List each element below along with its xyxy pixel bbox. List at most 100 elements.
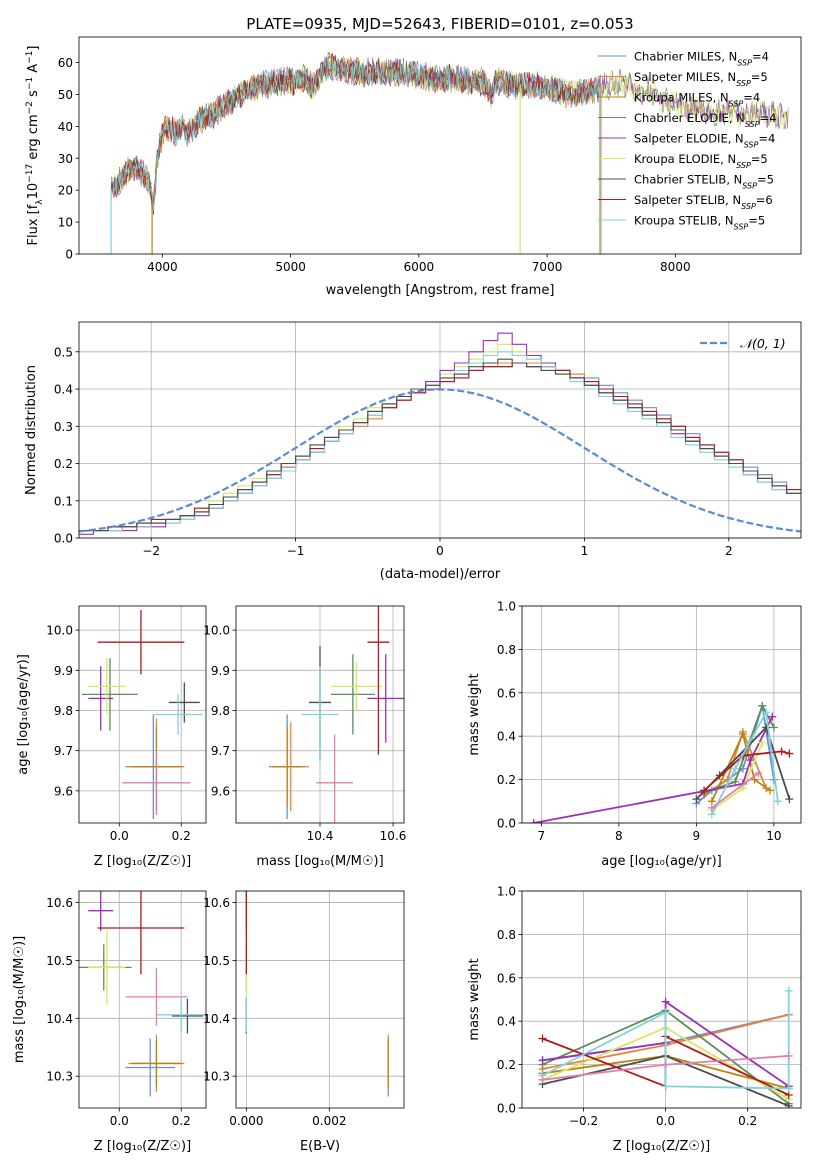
massweight-vs-age-marker [731,777,740,786]
spectrum-ylabel-part: λ [35,199,45,205]
spectrum-ytick-label: 60 [58,56,73,70]
massweight-vs-age-marker [785,795,794,804]
spectrum-line-kroupa-stelib [110,57,601,212]
mass-vs-ebv-ytick-label: 10.5 [203,954,230,968]
mass-vs-z-frame [78,890,207,1109]
legend-text: Salpeter MILES, N [634,70,736,84]
massweight-vs-z-marker [784,1101,793,1108]
mass-vs-ebv-xlabel: E(B-V) [300,1139,340,1154]
spectrum-ytick-label: 0 [65,248,73,262]
spectrum-ylabel-part: −2 [25,101,35,114]
spectrum-ytick-label: 50 [58,88,73,102]
massweight-vs-z-marker [538,1034,547,1043]
legend-text: Salpeter STELIB, N [634,193,741,207]
spectrum-xtick-label: 6000 [404,260,435,274]
massweight-vs-age-marker [766,786,774,795]
residual-distribution-ylabel: Normed distribution [24,365,39,495]
mass-vs-z-xtick-label: 0.2 [172,1114,191,1128]
legend-text: Kroupa ELODIE, N [634,152,736,166]
massweight-vs-z-ytick-label: 0.6 [497,971,516,985]
spectrum-ytick-label: 20 [58,184,73,198]
age-vs-z-ylabel: age [log₁₀(age/yr)] [16,654,31,775]
legend-text: Chabrier MILES, N [634,50,737,64]
age-vs-mass-ytick-label: 9.6 [211,784,230,798]
legend-suffix: =5 [751,70,768,84]
age-vs-mass-panel: 10.4 10.6 9.6 9.7 9.8 9.9 10.0 mass [log₁₀(M/M☉… [203,605,407,869]
massweight-vs-z-marker [784,986,793,995]
massweight-vs-age-xlabel: age [log₁₀(age/yr)] [601,854,722,869]
massweight-vs-z-marker [661,1082,670,1091]
legend-text: Chabrier STELIB, N [634,173,742,187]
massweight-vs-age-series-extra-model [711,772,759,809]
residual-distribution-xtick-label: 2 [725,544,733,558]
plots: 4000 5000 6000 7000 80000102030405060wavelen… [12,36,802,1154]
mass-vs-ebv-xtick-label: 0.000 [229,1114,263,1128]
residual-distribution-panel: −2 −1 0 1 2 0.0 0.1 0.2 0.3 0.4 0.5 (data-model)/er… [24,321,802,582]
massweight-vs-age-marker [758,701,767,710]
residual-distribution-ytick-label: 0.4 [54,383,73,397]
age-vs-mass-xlabel: mass [log₁₀(M/M☉)] [256,854,383,869]
spectrum-data [110,52,789,254]
massweight-vs-age-xtick-label: 7 [538,829,546,843]
residual-distribution-data [79,332,801,535]
legend-text: Salpeter ELODIE, N [634,132,744,146]
age-vs-mass-xtick-label: 10.4 [307,829,334,843]
legend-sub: SSP [744,140,759,149]
legend-sub: SSP [736,161,751,170]
massweight-vs-z-ytick-label: 0.4 [497,1015,516,1029]
legend-sub: SSP [745,120,760,129]
legend-suffix: =5 [751,152,768,166]
legend-suffix: =5 [748,214,765,228]
age-vs-z-xtick-label: 0.2 [172,829,191,843]
legend-sub: SSP [742,181,757,190]
massweight-vs-z-xlabel: Z [log₁₀(Z/Z☉)] [613,1139,710,1154]
mass-vs-z-ytick-label: 10.5 [46,954,73,968]
spectrum-xtick-label: 7000 [532,260,563,274]
mass-vs-ebv-data [245,891,389,1097]
mass-vs-z-xtick-label: 0.0 [110,1114,129,1128]
massweight-vs-z-xtick-label: 0.2 [738,1114,757,1128]
residual-distribution-xtick-label: 0 [436,544,444,558]
massweight-vs-age-marker [762,708,771,717]
massweight-vs-age-ytick-label: 0.0 [497,817,516,831]
spectrum-ylabel-part: Flux [f [26,204,41,245]
massweight-vs-z-xtick-label: 0.0 [656,1114,675,1128]
spectrum-legend-label: Kroupa STELIB, NSSP=5 [634,214,765,232]
legend-text: Kroupa MILES, N [634,91,729,105]
figure-title: PLATE=0935, MJD=52643, FIBERID=0101, z=0… [246,15,633,33]
massweight-vs-age-series-salpeter-elodie [533,716,774,823]
massweight-vs-age-xtick-label: 8 [615,829,623,843]
massweight-vs-age-marker [738,730,747,739]
age-vs-mass-xtick-label: 10.6 [380,829,407,843]
legend-suffix: =6 [756,193,773,207]
residual-hist-chabrier-stelib [79,358,801,532]
massweight-vs-age-marker [769,723,778,732]
massweight-vs-age-ytick-label: 0.6 [497,686,516,700]
massweight-vs-age-data [529,701,794,823]
legend-sub: SSP [737,58,752,67]
mass-vs-z-ytick-label: 10.3 [46,1070,73,1084]
spectrum-legend-label: Kroupa MILES, NSSP=4 [634,91,760,109]
spectrum-ytick-label: 10 [58,216,73,230]
spectrum-panel: 4000 5000 6000 7000 8000 0 10 20 30 40 50 60 wavelen… [25,36,802,298]
spectrum-frame [78,36,802,255]
spectrum-legend-label: Salpeter STELIB, NSSP=6 [634,193,773,211]
massweight-vs-age-marker [746,756,755,765]
massweight-vs-age-panel: 7 8 9 10 0.0 0.2 0.4 0.6 0.8 1.0 age [log₁₀(age/yr… [467,600,802,869]
spectrum-legend-label: Chabrier STELIB, NSSP=5 [634,173,774,191]
residual-distribution-xlabel: (data-model)/error [380,567,501,582]
massweight-vs-age-ylabel: mass weight [467,673,482,755]
massweight-vs-age-marker [758,738,767,747]
mass-vs-z-ytick-label: 10.6 [46,896,73,910]
massweight-vs-z-ytick-label: 0.0 [497,1102,516,1116]
massweight-vs-age-xtick-label: 10 [766,829,781,843]
massweight-vs-age-xtick-label: 9 [693,829,701,843]
massweight-vs-z-ytick-label: 0.2 [497,1058,516,1072]
massweight-vs-age-marker [529,819,538,823]
gaussian-curve [79,388,801,533]
spectrum-ylabel-part: −1 [25,77,35,90]
spectrum-ylabel: Flux [fλ10−17 erg cm−2 s−1 A−1] [25,46,45,246]
mass-vs-ebv-frame [235,890,405,1109]
age-vs-z-panel: 0.0 0.2 9.6 9.7 9.8 9.9 10.0 Z [log₁₀(Z/Z☉)] age… [16,605,207,869]
